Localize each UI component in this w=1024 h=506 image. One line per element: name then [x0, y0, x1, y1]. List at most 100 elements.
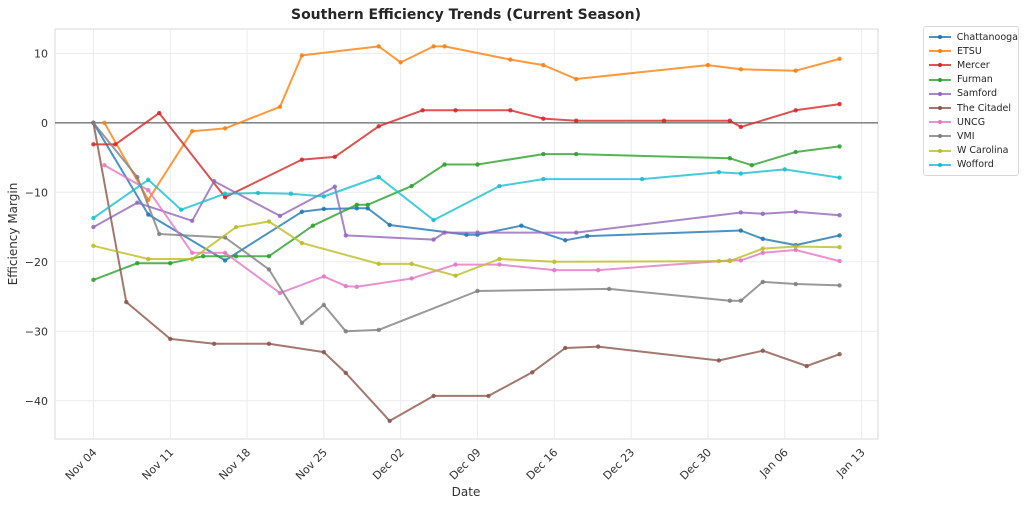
- data-point-samford: [837, 213, 842, 218]
- data-point-samford: [738, 210, 744, 215]
- x-tick-label: Dec 02: [370, 446, 407, 483]
- data-point-etsu: [398, 60, 403, 65]
- data-point-etsu: [189, 128, 195, 134]
- legend-label: VMI: [957, 130, 975, 142]
- data-point-w-carolina: [189, 256, 195, 262]
- data-point-the-citadel: [321, 349, 327, 355]
- legend-label: Samford: [957, 88, 998, 100]
- data-point-chattanooga: [354, 206, 359, 211]
- data-point-uncg: [738, 258, 744, 263]
- data-point-vmi: [376, 327, 381, 333]
- series-layer: [91, 44, 842, 424]
- data-point-w-carolina: [299, 240, 305, 246]
- legend-line-marker-icon: [929, 160, 951, 170]
- data-point-vmi: [793, 281, 798, 287]
- legend-item-furman: Furman: [924, 73, 1018, 87]
- series-line-w-carolina: [93, 220, 840, 277]
- data-point-samford: [475, 230, 480, 235]
- data-point-wofford: [782, 167, 787, 172]
- legend-line-marker-icon: [929, 117, 951, 127]
- data-point-wofford: [738, 171, 744, 176]
- series-line-wofford: [92, 168, 840, 222]
- x-tick-label: Dec 23: [601, 446, 638, 483]
- data-point-chattanooga: [760, 236, 765, 242]
- data-point-furman: [837, 144, 842, 149]
- data-point-wofford: [91, 215, 96, 221]
- data-point-vmi: [321, 302, 327, 308]
- data-point-uncg: [497, 262, 502, 267]
- data-point-vmi: [738, 298, 744, 303]
- data-point-the-citadel: [595, 344, 601, 349]
- data-point-furman: [442, 162, 447, 167]
- data-point-w-carolina: [552, 259, 557, 264]
- data-point-chattanooga: [387, 222, 392, 228]
- data-point-the-citadel: [716, 358, 722, 363]
- legend-label: UNCG: [957, 116, 986, 128]
- data-point-vmi: [760, 279, 765, 285]
- data-point-wofford: [288, 191, 294, 196]
- data-point-uncg: [453, 262, 458, 267]
- legend-line-marker-icon: [929, 75, 951, 85]
- data-point-the-citadel: [168, 336, 173, 342]
- data-point-uncg: [343, 283, 348, 289]
- legend-line-marker-icon: [929, 60, 951, 70]
- legend-item-etsu: ETSU: [924, 44, 1018, 58]
- data-point-mercer: [376, 124, 381, 129]
- data-point-w-carolina: [409, 261, 414, 267]
- y-tick-label: 10: [34, 47, 48, 60]
- legend-item-w-carolina: W Carolina: [924, 144, 1018, 158]
- legend-item-wofford: Wofford: [924, 158, 1018, 172]
- data-point-vmi: [157, 231, 162, 237]
- data-point-etsu: [442, 44, 447, 49]
- data-point-samford: [574, 230, 579, 235]
- data-point-chattanooga: [585, 233, 590, 239]
- data-point-furman: [409, 183, 414, 189]
- data-point-the-citadel: [563, 345, 568, 351]
- legend-line-marker-icon: [929, 146, 951, 156]
- data-point-furman: [365, 202, 370, 208]
- data-point-mercer: [541, 116, 546, 121]
- y-tick-label: −20: [25, 256, 48, 269]
- data-point-w-carolina: [793, 244, 798, 249]
- data-point-mercer: [299, 157, 305, 162]
- data-point-etsu: [277, 104, 283, 110]
- data-point-w-carolina: [727, 258, 733, 264]
- legend-label: Chattanooga: [956, 31, 1018, 43]
- data-point-chattanooga: [519, 223, 524, 228]
- data-point-the-citadel: [124, 299, 129, 305]
- data-point-mercer: [508, 108, 513, 113]
- data-point-uncg: [552, 267, 557, 273]
- data-point-vmi: [475, 288, 480, 294]
- legend-line-marker-icon: [929, 46, 951, 56]
- data-point-mercer: [661, 118, 667, 123]
- data-point-etsu: [738, 67, 744, 72]
- data-point-furman: [541, 151, 546, 157]
- data-point-furman: [574, 151, 579, 157]
- legend-item-vmi: VMI: [924, 129, 1018, 143]
- data-point-wofford: [376, 174, 381, 180]
- data-point-uncg: [354, 284, 359, 290]
- x-tick-label: Nov 11: [140, 446, 177, 483]
- data-point-w-carolina: [716, 258, 722, 264]
- data-point-mercer: [91, 142, 96, 147]
- data-point-mercer: [453, 108, 458, 113]
- series-mercer: [91, 101, 842, 200]
- data-point-vmi: [727, 298, 733, 303]
- data-point-the-citadel: [486, 393, 491, 399]
- data-point-w-carolina: [760, 246, 765, 251]
- data-point-furman: [91, 277, 96, 283]
- data-point-vmi: [135, 174, 140, 180]
- x-tick-label: Dec 09: [447, 446, 484, 483]
- legend-item-chattanooga: Chattanooga: [924, 30, 1018, 44]
- legend-line-marker-icon: [929, 103, 951, 113]
- data-point-the-citadel: [211, 341, 217, 346]
- y-tick-label: −30: [25, 325, 48, 338]
- data-point-furman: [233, 254, 239, 259]
- data-point-furman: [135, 260, 140, 266]
- data-point-the-citadel: [387, 418, 392, 424]
- data-point-samford: [211, 178, 217, 184]
- data-point-furman: [354, 202, 359, 208]
- data-point-w-carolina: [376, 261, 381, 267]
- data-point-mercer: [793, 108, 798, 113]
- data-point-the-citadel: [530, 370, 535, 375]
